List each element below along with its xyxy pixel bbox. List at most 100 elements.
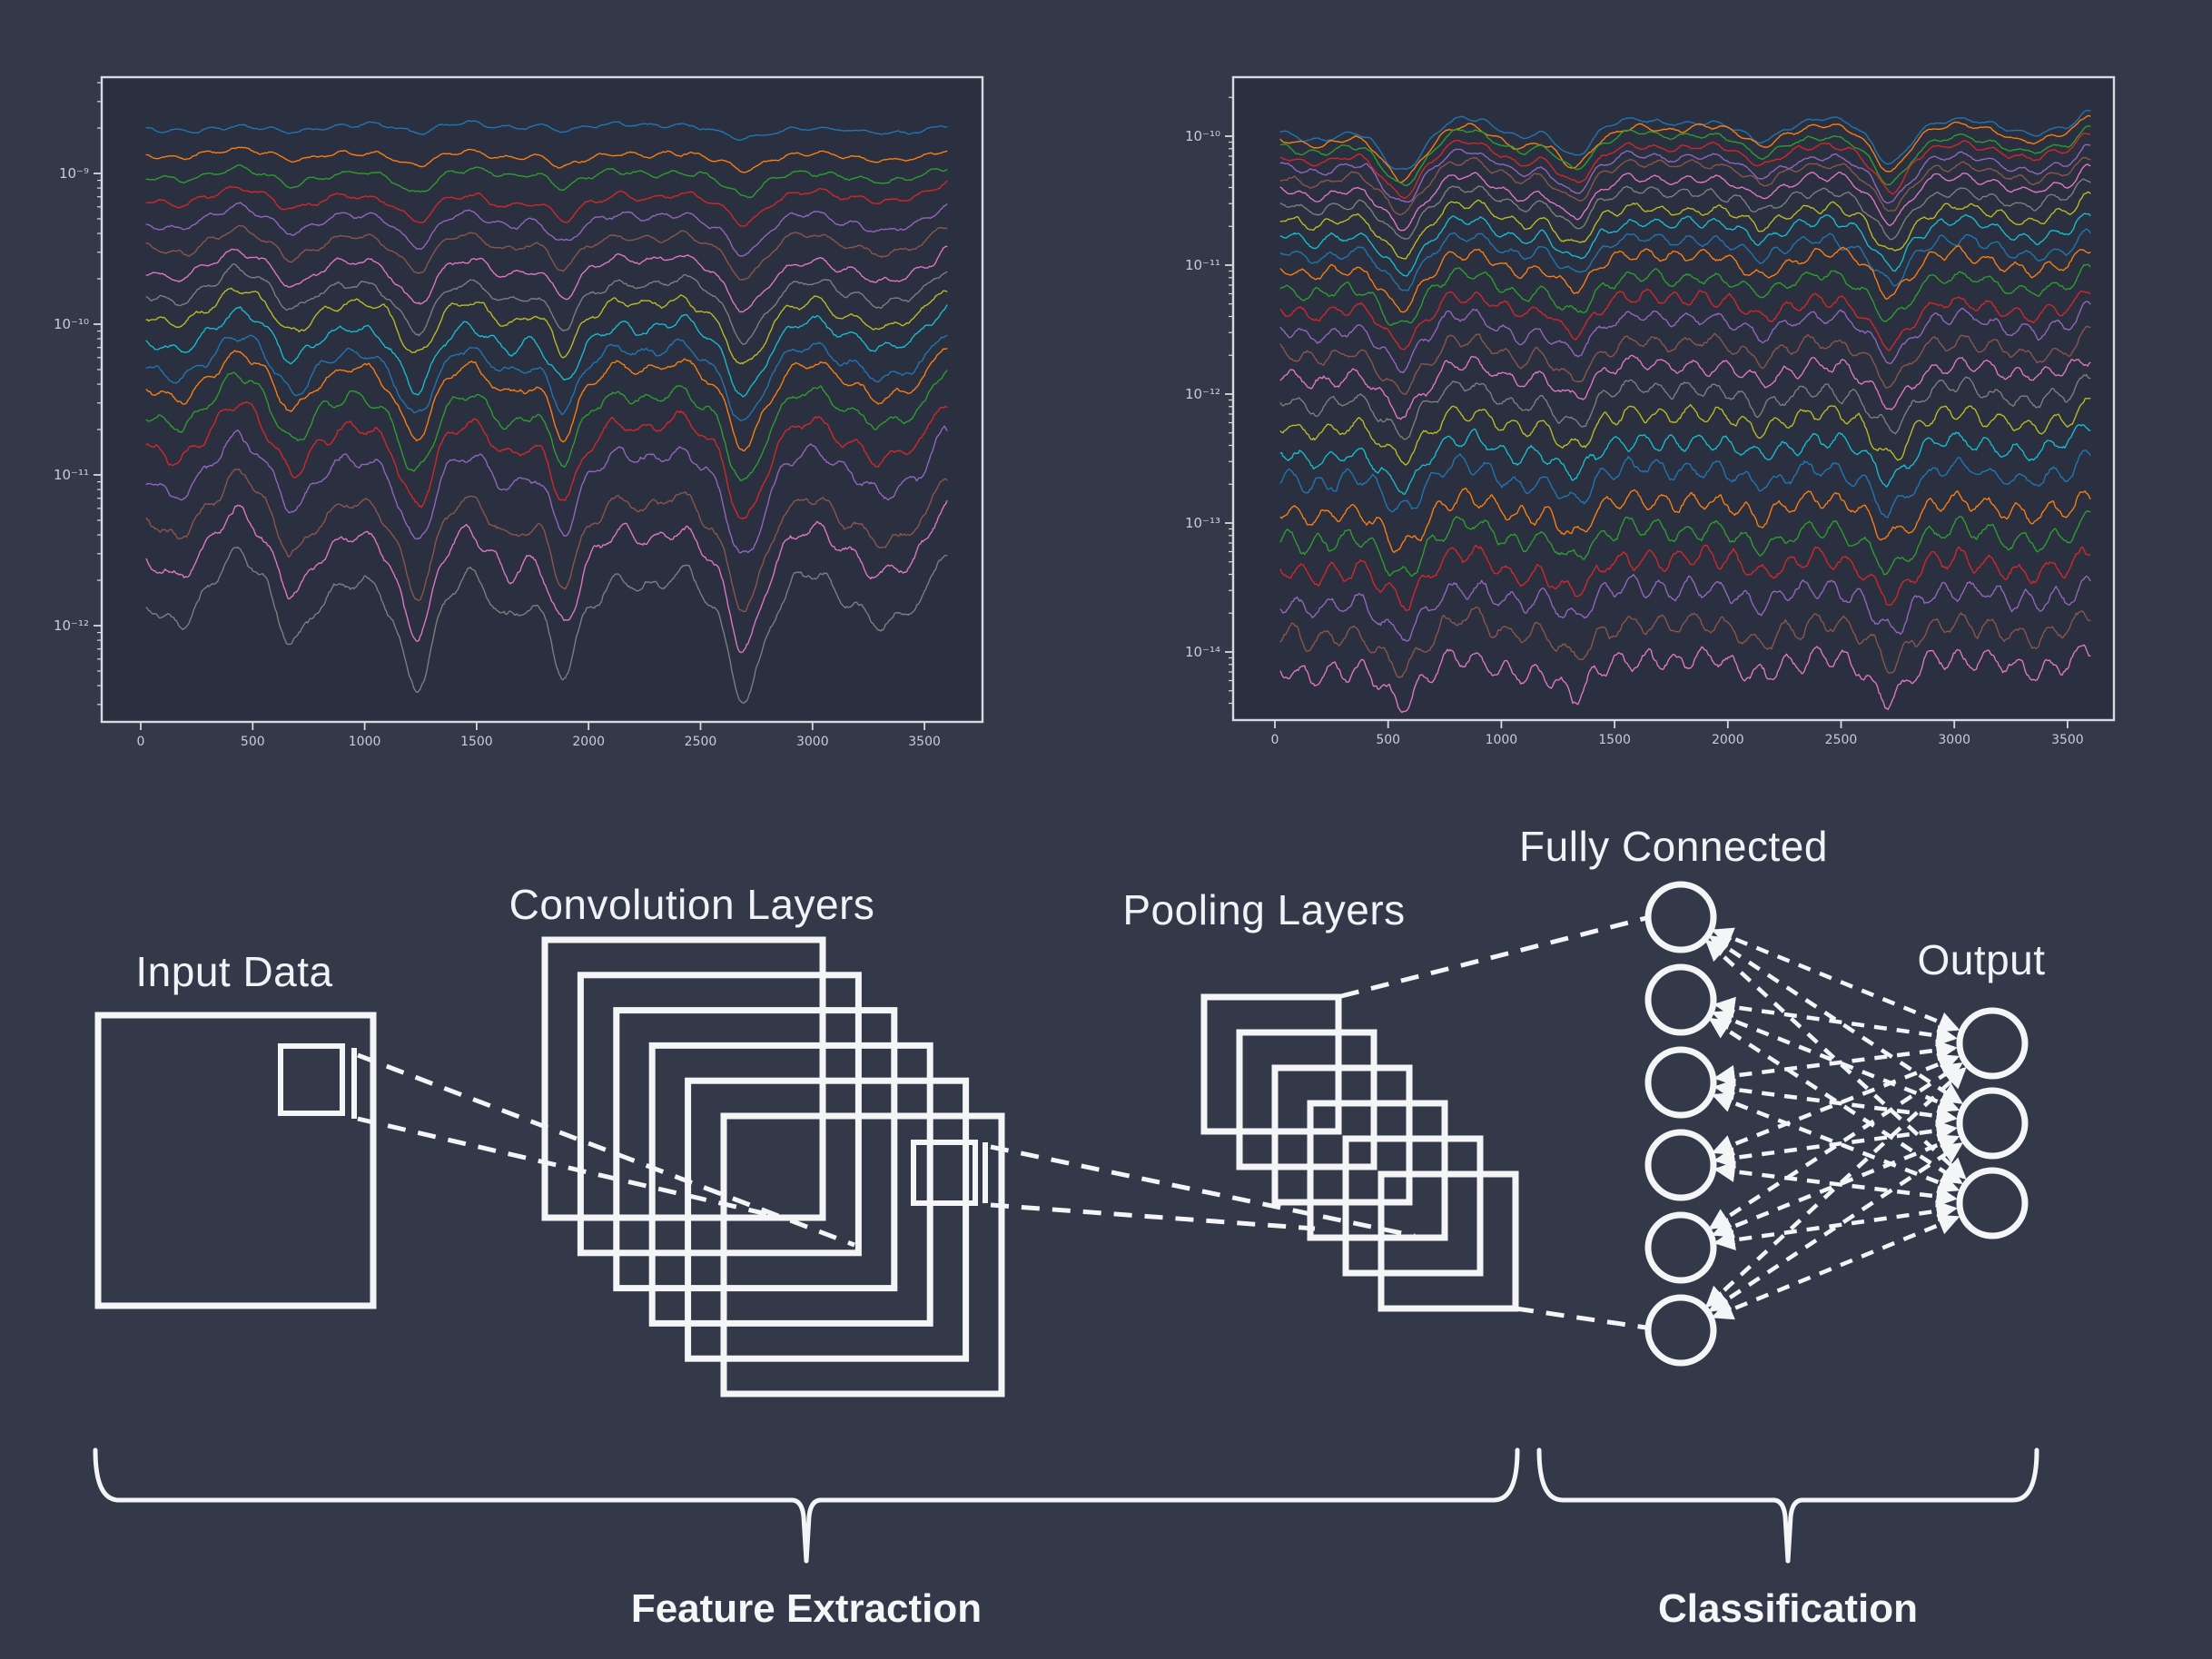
y-tick-label: 10⁻¹² — [54, 617, 89, 634]
pool-layer-square — [1200, 993, 1342, 1135]
output-node — [1956, 1167, 2029, 1239]
y-tick-label: 10⁻¹⁰ — [54, 316, 89, 332]
spectrum-trace — [1279, 228, 2091, 291]
spectrum-trace — [145, 334, 948, 421]
fc-to-output-arrow — [1713, 1040, 1958, 1087]
spectrum-trace — [145, 146, 948, 173]
spectrum-trace — [145, 224, 948, 281]
spectrum-trace — [1279, 574, 2091, 642]
input-data-label: Input Data — [135, 948, 333, 995]
spectrum-trace — [1279, 606, 2091, 679]
spectrum-trace — [145, 546, 948, 704]
spectrum-trace — [145, 180, 948, 227]
pool-layer-square — [1307, 1100, 1448, 1241]
spectrum-trace — [1279, 133, 2091, 199]
spectrum-trace — [1279, 424, 2091, 496]
spectrum-trace — [1279, 244, 2091, 313]
feature-extraction-brace — [93, 1447, 1520, 1564]
fc-node — [1644, 1294, 1717, 1367]
x-tick-label: 2000 — [1712, 733, 1744, 747]
left-spectra-plot: 10⁻⁹ 10⁻¹⁰ 10⁻¹¹ 10⁻¹² 0 500 1000 1500 2000 2500 3… — [54, 75, 984, 749]
fc-to-output-arrow — [1713, 996, 1958, 1047]
x-tick-label: 1500 — [460, 735, 493, 749]
y-tick-label: 10⁻¹⁴ — [1185, 644, 1220, 660]
pool-to-fc-dash-top — [1340, 915, 1647, 999]
input-kernel-window — [278, 1043, 345, 1116]
classification-label: Classification — [1657, 1586, 1919, 1631]
pooling-layers-label: Pooling Layers — [1122, 886, 1406, 933]
spectrum-trace — [145, 370, 948, 481]
spectrum-trace — [145, 304, 948, 398]
spectrum-trace — [1279, 114, 2091, 183]
spectrum-trace — [145, 163, 948, 199]
x-tick-label: 1500 — [1598, 733, 1631, 747]
fc-to-output-arrow — [1713, 1160, 1958, 1208]
fc-node — [1644, 1129, 1717, 1201]
spectrum-trace — [145, 120, 948, 142]
y-tick-label: 10⁻¹³ — [1185, 515, 1220, 531]
x-tick-label: 2500 — [685, 735, 717, 749]
x-tick-label: 3000 — [796, 735, 829, 749]
spectrum-trace — [1279, 288, 2091, 351]
x-tick-label: 1000 — [1486, 733, 1518, 747]
convolution-layers-label: Convolution Layers — [509, 881, 875, 928]
spectrum-trace — [145, 202, 948, 257]
pool-layer-square — [1342, 1135, 1484, 1277]
conv-kernel-window — [911, 1140, 978, 1206]
spectrum-trace — [1279, 263, 2091, 326]
x-tick-label: 500 — [1376, 733, 1400, 747]
input-data-square — [94, 1012, 377, 1309]
spectrum-trace — [145, 263, 948, 345]
spectrum-trace — [1279, 109, 2091, 170]
spectrum-trace — [1279, 449, 2091, 518]
fc-node — [1644, 1046, 1717, 1119]
conv-layer-square — [648, 1042, 933, 1327]
y-tick-label: 10⁻¹¹ — [1185, 257, 1220, 273]
spectrum-trace — [1279, 397, 2091, 466]
x-tick-label: 2000 — [572, 735, 605, 749]
fc-node — [1644, 1211, 1717, 1284]
output-node — [1956, 1007, 2029, 1080]
spectrum-trace — [1279, 509, 2091, 578]
fc-node — [1644, 963, 1717, 1036]
spectrum-trace — [145, 468, 948, 613]
right-spectra-plot: 10⁻¹⁰ 10⁻¹¹ 10⁻¹² 10⁻¹³ 10⁻¹⁴ 0 500 1000 1500 200… — [1185, 75, 2116, 747]
conv-to-pool-dash-lower — [990, 1202, 1316, 1231]
spectrum-trace — [145, 499, 948, 654]
input-to-conv-dash-upper — [357, 1052, 855, 1248]
spectrum-trace — [1279, 163, 2091, 232]
pool-layer-square — [1236, 1029, 1378, 1170]
spectrum-trace — [1279, 644, 2091, 714]
spectrum-trace — [1279, 178, 2091, 241]
x-tick-label: 3500 — [908, 735, 941, 749]
pool-layer-square — [1271, 1064, 1413, 1206]
spectrum-trace — [1279, 124, 2091, 186]
conv-layer-square — [685, 1077, 970, 1362]
spectrum-trace — [1279, 191, 2091, 260]
fully-connected-label: Fully Connected — [1519, 823, 1828, 870]
fc-to-output-arrow — [1704, 939, 1967, 1180]
output-node — [1956, 1087, 2029, 1160]
spectrum-trace — [1279, 143, 2091, 204]
trace-group — [1279, 109, 2091, 714]
spectrum-trace — [1279, 301, 2091, 374]
spectrum-trace — [145, 348, 948, 452]
fc-node — [1644, 881, 1717, 953]
x-tick-label: 3500 — [2051, 733, 2084, 747]
pool-to-fc-dash-bottom — [1515, 1306, 1647, 1330]
pool-layer-square — [1378, 1170, 1519, 1312]
y-tick-label: 10⁻¹⁰ — [1185, 128, 1220, 144]
x-tick-label: 2500 — [1825, 733, 1858, 747]
spectrum-trace — [1279, 212, 2091, 277]
spectrum-trace — [1279, 487, 2091, 553]
spectrum-trace — [1279, 544, 2091, 612]
y-tick-label: 10⁻¹¹ — [54, 467, 89, 483]
x-tick-label: 500 — [241, 735, 265, 749]
spectrum-trace — [1279, 325, 2091, 395]
plot-frame — [100, 75, 984, 724]
conv-layer-square — [720, 1112, 1005, 1397]
cnn-architecture-diagram — [93, 881, 2039, 1564]
spectrum-trace — [1279, 156, 2091, 216]
